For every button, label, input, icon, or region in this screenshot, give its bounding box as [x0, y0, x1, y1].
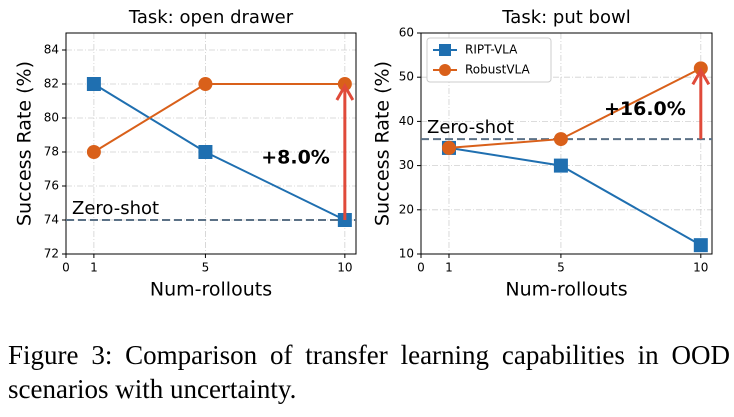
marker [441, 140, 456, 155]
caption: Figure 3: Comparison of transfer learnin… [8, 340, 730, 404]
x-tick-label: 0 [417, 261, 425, 275]
gain-label: +8.0% [261, 147, 330, 169]
y-tick-label: 74 [44, 213, 59, 227]
y-tick-label: 30 [399, 158, 414, 172]
x-tick-label: 1 [90, 261, 98, 275]
x-tick-label: 0 [62, 261, 70, 275]
y-tick-label: 60 [399, 26, 414, 40]
marker [86, 77, 101, 91]
plot-frame [65, 32, 357, 255]
x-axis-label: Num-rollouts [150, 279, 272, 301]
y-tick-label: 78 [44, 145, 59, 159]
series-line [448, 146, 702, 247]
legend-marker [439, 64, 451, 76]
y-tick-label: 50 [399, 70, 414, 84]
marker [553, 132, 568, 147]
arrow-head [335, 82, 355, 101]
x-tick-label: 5 [557, 261, 565, 275]
x-tick-label: 1 [445, 261, 453, 275]
reference-label: Zero-shot [427, 117, 514, 138]
marker [693, 238, 708, 253]
x-tick-label: 5 [202, 261, 210, 275]
y-tick-label: 76 [44, 179, 59, 193]
marker [198, 145, 213, 159]
y-tick-label: 80 [44, 111, 59, 125]
y-tick-label: 40 [399, 114, 414, 128]
marker [198, 77, 213, 91]
chart-title: Task: open drawer [128, 7, 294, 28]
reference-label: Zero-shot [72, 198, 159, 219]
x-tick-label: 10 [693, 261, 708, 275]
y-tick-label: 72 [44, 247, 59, 261]
arrow-head [691, 67, 711, 86]
y-tick-label: 10 [399, 247, 414, 261]
series-line [93, 83, 345, 153]
legend-label: RIPT-VLA [465, 43, 518, 57]
y-axis-label: Success Rate (%) [14, 61, 36, 226]
marker [553, 158, 568, 173]
gain-label: +16.0% [604, 98, 686, 120]
x-axis-label: Num-rollouts [505, 279, 627, 301]
plot-frame [420, 32, 713, 255]
legend-marker [439, 44, 451, 56]
legend-box [426, 37, 552, 83]
y-tick-label: 84 [44, 43, 59, 57]
chart-title: Task: put bowl [501, 7, 630, 28]
y-axis-label: Success Rate (%) [372, 61, 394, 226]
y-tick-label: 82 [44, 77, 59, 91]
marker [86, 145, 101, 159]
legend-label: RobustVLA [465, 63, 530, 77]
y-tick-label: 20 [399, 202, 414, 216]
x-tick-label: 10 [337, 261, 352, 275]
